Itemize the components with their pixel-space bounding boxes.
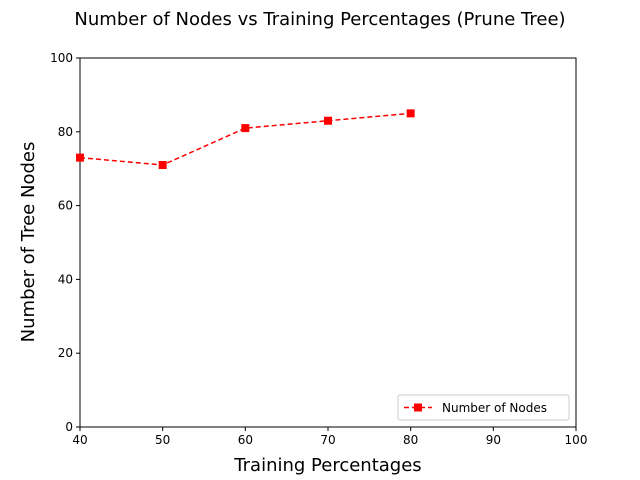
data-point [241, 124, 250, 133]
chart-title: Number of Nodes vs Training Percentages … [74, 9, 565, 30]
y-axis: 0 20 40 60 80 100 [50, 51, 80, 434]
y-tick-label: 60 [58, 199, 73, 213]
legend: Number of Nodes [397, 394, 570, 421]
x-tick-label: 60 [238, 433, 253, 447]
x-tick-label: 100 [565, 433, 588, 447]
x-axis-label: Training Percentages [233, 455, 421, 476]
legend-marker [414, 403, 422, 412]
data-point [158, 161, 167, 170]
data-point [406, 109, 415, 118]
plot-area [79, 57, 577, 428]
y-axis-label: Number of Tree Nodes [18, 142, 39, 343]
x-tick-label: 90 [486, 433, 501, 447]
x-axis: 40 50 60 70 80 90 100 [72, 427, 587, 447]
x-tick-label: 80 [403, 433, 418, 447]
plot-frame [79, 57, 577, 428]
y-tick-label: 80 [58, 125, 73, 139]
y-tick-label: 40 [58, 272, 73, 286]
data-point [324, 116, 332, 125]
y-tick-label: 0 [65, 420, 73, 434]
legend-label: Number of Nodes [442, 401, 547, 415]
x-tick-label: 50 [155, 433, 170, 447]
data-point [76, 153, 84, 162]
y-tick-label: 100 [50, 51, 73, 65]
series-layer [76, 109, 415, 170]
x-tick-label: 70 [320, 433, 335, 447]
series-line [79, 112, 411, 166]
x-tick-label: 40 [72, 433, 87, 447]
y-tick-label: 20 [58, 346, 73, 360]
legend-box [397, 394, 570, 421]
